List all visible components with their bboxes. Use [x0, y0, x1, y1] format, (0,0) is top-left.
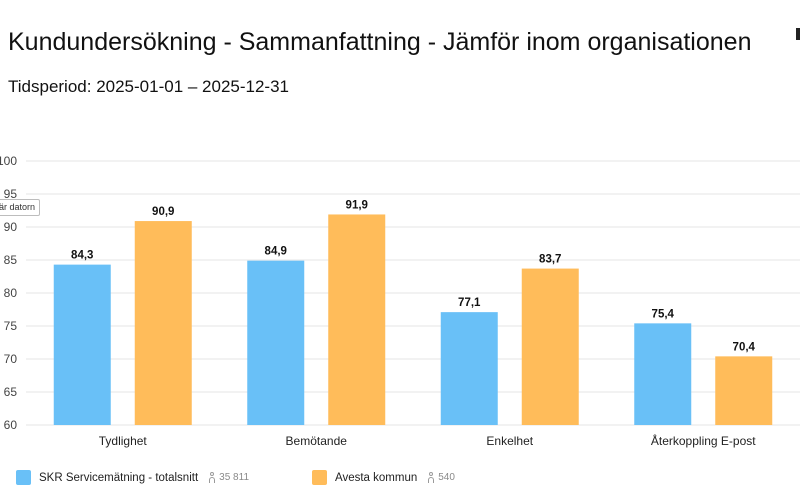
- data-label-avesta-3: 83,7: [539, 254, 561, 266]
- bar-skr-3[interactable]: [440, 312, 498, 425]
- bars: [53, 214, 773, 425]
- category-label-3: Enkelhet: [486, 434, 533, 448]
- bar-avesta-4[interactable]: [715, 356, 773, 425]
- data-label-avesta-1: 90,9: [152, 206, 174, 218]
- y-tick-label-90: 90: [4, 220, 18, 234]
- y-tick-label-95: 95: [4, 187, 18, 201]
- bar-avesta-2[interactable]: [328, 214, 386, 425]
- category-label-2: Bemötande: [286, 434, 348, 448]
- bar-skr-2[interactable]: [247, 260, 305, 425]
- bar-avesta-1[interactable]: [134, 221, 192, 425]
- data-label-avesta-2: 91,9: [346, 199, 368, 211]
- bar-chart: 84,3 90,9 84,9 91,9 77,1 83,7 75,4 70,4 60 65 70 7…: [0, 154, 800, 448]
- category-label-1: Tydlighet: [99, 434, 148, 448]
- y-tick-label-100: 100: [0, 154, 17, 168]
- legend-item-skr[interactable]: SKR Servicemätning - totalsnitt 35 811: [16, 470, 249, 485]
- respondent-count-avesta: 540: [438, 472, 455, 483]
- period-subtitle: Tidsperiod: 2025-01-01 – 2025-12-31: [8, 77, 290, 96]
- y-tick-label-70: 70: [4, 352, 18, 366]
- corner-mark: [796, 28, 800, 40]
- y-tick-label-65: 65: [4, 385, 18, 399]
- category-label-4: Återkoppling E-post: [651, 433, 756, 448]
- y-tick-label-60: 60: [4, 418, 18, 432]
- data-label-skr-2: 84,9: [265, 246, 287, 258]
- data-label-skr-1: 84,3: [71, 250, 93, 262]
- legend-item-avesta[interactable]: Avesta kommun 540: [312, 470, 455, 485]
- legend-count-avesta: 540: [427, 472, 455, 483]
- y-tick-label-80: 80: [4, 286, 18, 300]
- legend-count-skr: 35 811: [208, 472, 249, 483]
- data-labels: 84,3 90,9 84,9 91,9 77,1 83,7 75,4 70,4: [71, 199, 755, 353]
- y-tick-label-75: 75: [4, 319, 18, 333]
- legend-swatch-avesta: [312, 470, 327, 485]
- data-label-avesta-4: 70,4: [733, 341, 756, 353]
- y-tick-label-85: 85: [4, 253, 18, 267]
- legend-label-avesta: Avesta kommun: [335, 471, 418, 484]
- axis-labels: 60 65 70 75 80 85 90 95 100 Tydlighet Bemötande Enk…: [0, 154, 756, 448]
- data-label-skr-4: 75,4: [652, 308, 675, 320]
- data-label-skr-3: 77,1: [458, 297, 481, 309]
- bar-avesta-3[interactable]: [521, 268, 579, 425]
- page-title: Kundundersökning - Sammanfattning - Jämf…: [8, 28, 752, 56]
- legend-swatch-skr: [16, 470, 31, 485]
- bar-skr-4[interactable]: [634, 323, 692, 425]
- person-icon: [427, 472, 435, 483]
- bar-skr-1[interactable]: [53, 264, 111, 425]
- legend-label-skr: SKR Servicemätning - totalsnitt: [39, 471, 199, 484]
- person-icon: [208, 472, 216, 483]
- respondent-count-skr: 35 811: [219, 472, 249, 483]
- tooltip: är datorn: [0, 199, 41, 216]
